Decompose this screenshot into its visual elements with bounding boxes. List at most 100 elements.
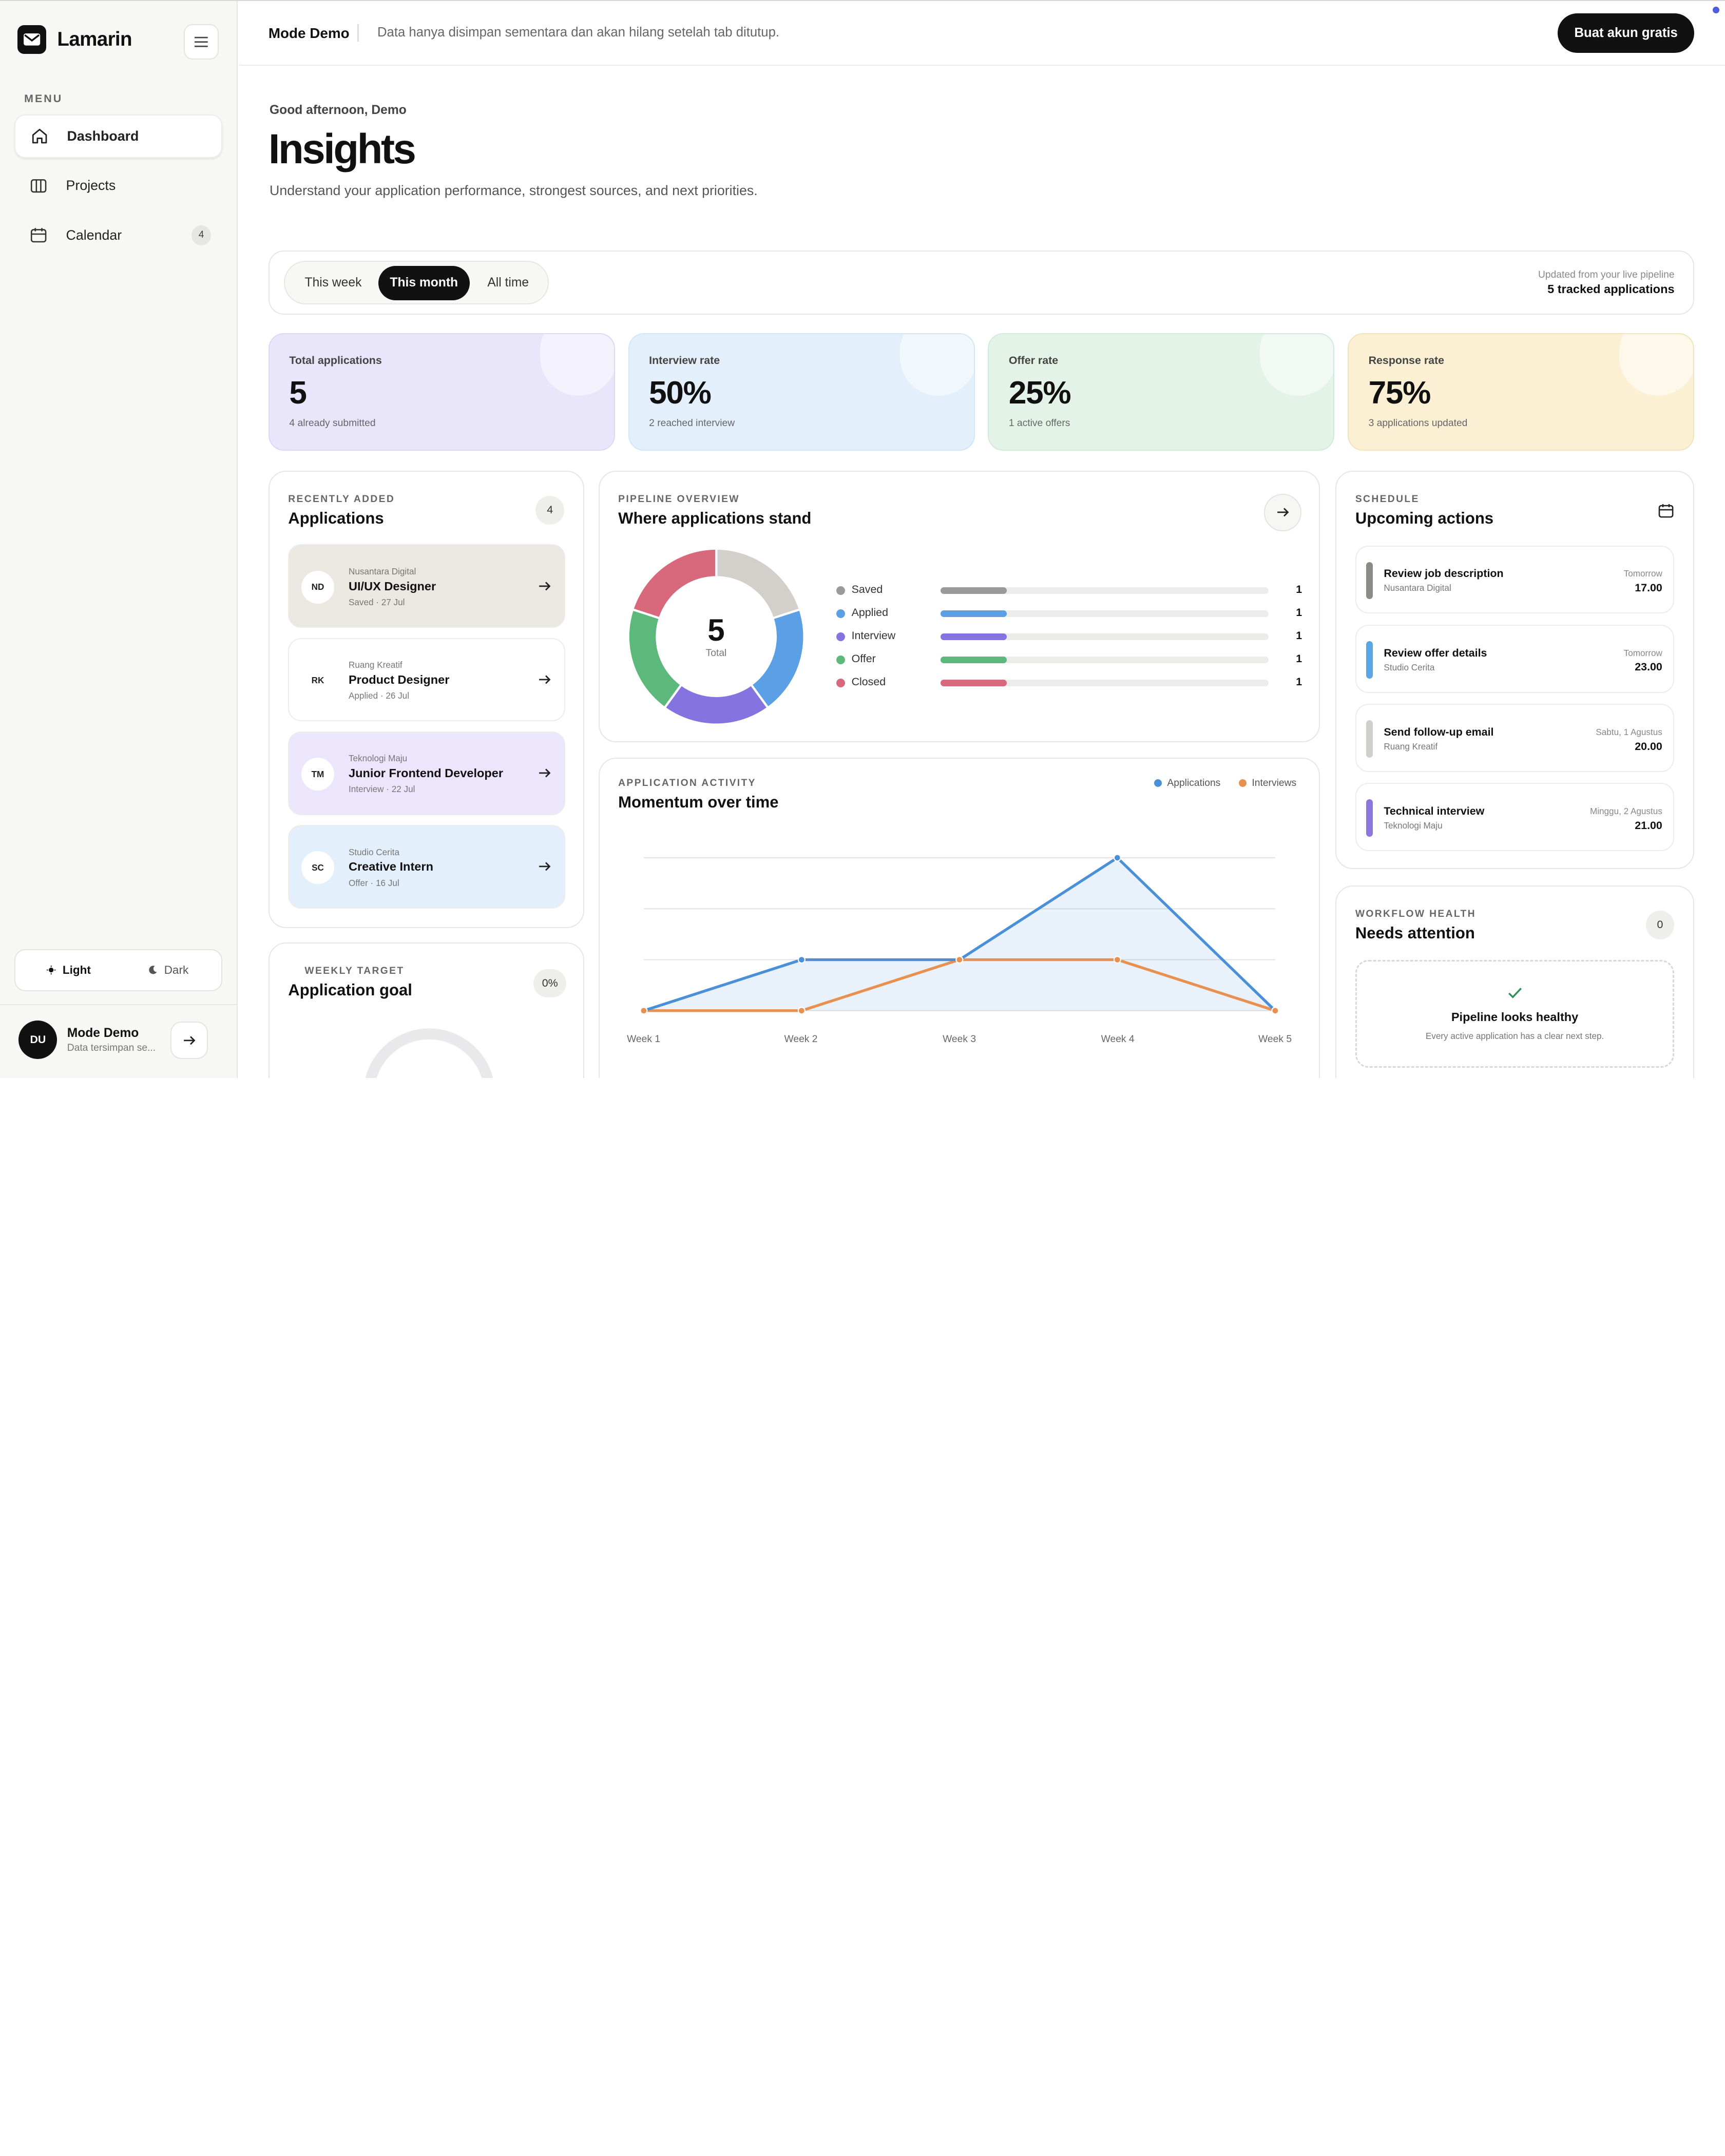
stat-sub: 3 applications updated — [1368, 417, 1468, 429]
application-card[interactable]: SC Studio Cerita Creative Intern Offer ·… — [288, 824, 566, 909]
legend-label: Applications — [1167, 777, 1221, 788]
data-point-applications[interactable] — [1113, 854, 1121, 862]
stage-name: Saved — [851, 583, 883, 595]
brand[interactable]: Lamarin — [17, 25, 132, 54]
action-company: Studio Cerita — [1384, 662, 1435, 672]
legend-dot — [836, 655, 845, 665]
legend-applications: Applications — [1154, 777, 1221, 789]
stat-sub: 2 reached interview — [649, 417, 735, 429]
action-title: Technical interview — [1384, 805, 1485, 818]
data-point-interviews[interactable] — [640, 1007, 648, 1015]
stage-count: 1 — [1296, 606, 1302, 619]
user-action-button[interactable] — [170, 1022, 208, 1060]
filter-all-time[interactable]: All time — [487, 276, 529, 290]
application-goal-panel: WEEKLY TARGET Application goal 0% — [268, 942, 584, 1078]
legend-dot — [836, 632, 845, 642]
action-item[interactable]: Review job description Nusantara Digital… — [1355, 545, 1675, 614]
stage-count: 1 — [1296, 583, 1302, 595]
healthy-status-box: Pipeline looks healthy Every active appl… — [1355, 960, 1675, 1068]
stage-bar-fill — [941, 587, 1007, 594]
application-card[interactable]: TM Teknologi Maju Junior Frontend Develo… — [288, 731, 566, 815]
action-item[interactable]: Send follow-up email Ruang Kreatif Sabtu… — [1355, 704, 1675, 772]
company-name: Studio Cerita — [348, 846, 399, 857]
avatar[interactable]: DU — [18, 1021, 57, 1060]
action-time: 23.00 — [1635, 661, 1662, 673]
stat-card-offer-rate: Offer rate 25% 1 active offers — [988, 333, 1335, 451]
data-point-interviews[interactable] — [1113, 956, 1121, 964]
decorative-circle — [899, 334, 974, 396]
action-time: 20.00 — [1635, 740, 1662, 753]
create-account-button[interactable]: Buat akun gratis — [1558, 13, 1694, 53]
arrow-right-icon — [1277, 508, 1289, 517]
greeting: Good afternoon, Demo — [270, 103, 407, 118]
time-filter-bar: This week This month All time Updated fr… — [268, 251, 1694, 315]
panel-title: Momentum over time — [618, 793, 779, 811]
status-title: Pipeline looks healthy — [1451, 1010, 1579, 1024]
theme-dark-button[interactable]: Dark — [118, 954, 218, 987]
action-color-bar — [1366, 641, 1373, 679]
pipeline-legend-row: Closed 1 — [836, 676, 1309, 691]
menu-toggle-button[interactable] — [183, 24, 219, 60]
company-avatar: SC — [301, 851, 335, 884]
company-avatar: ND — [301, 570, 335, 604]
panel-eyebrow: APPLICATION ACTIVITY — [618, 777, 756, 788]
x-tick-label: Week 3 — [943, 1034, 976, 1045]
data-point-interviews[interactable] — [1271, 1007, 1279, 1015]
stat-label: Offer rate — [1008, 354, 1059, 367]
theme-dark-label: Dark — [164, 963, 189, 976]
legend-dot — [836, 609, 845, 619]
x-tick-label: Week 5 — [1258, 1034, 1292, 1045]
panel-title: Needs attention — [1355, 923, 1475, 942]
check-icon — [1508, 987, 1522, 998]
sidebar-item-projects[interactable]: Projects — [14, 164, 222, 208]
action-date: Minggu, 2 Agustus — [1589, 806, 1662, 817]
user-name: Mode Demo — [67, 1026, 139, 1040]
action-title: Review offer details — [1384, 646, 1487, 659]
role-title: Product Designer — [348, 672, 450, 686]
calendar-icon[interactable] — [1658, 503, 1674, 519]
sidebar-item-label: Projects — [66, 178, 116, 194]
panel-eyebrow: SCHEDULE — [1355, 493, 1420, 505]
legend-dot — [1154, 779, 1162, 787]
application-card[interactable]: ND Nusantara Digital UI/UX Designer Save… — [288, 544, 566, 628]
arrow-right-icon — [539, 862, 551, 871]
donut-segment-closed[interactable] — [631, 547, 718, 620]
updated-note: Updated from your live pipeline — [1538, 269, 1675, 280]
x-tick-label: Week 2 — [784, 1034, 818, 1045]
action-company: Ruang Kreatif — [1384, 741, 1438, 752]
theme-light-button[interactable]: Light — [18, 954, 118, 987]
calendar-icon — [30, 228, 47, 243]
stage-bar-track — [941, 587, 1269, 594]
mode-title: Mode Demo — [268, 25, 350, 42]
count-badge: 0 — [1645, 910, 1675, 939]
application-meta: Saved · 27 Jul — [348, 597, 405, 608]
action-item[interactable]: Technical interview Teknologi Maju Mingg… — [1355, 783, 1675, 852]
theme-toggle: Light Dark — [14, 949, 222, 991]
stat-label: Response rate — [1368, 354, 1445, 367]
action-item[interactable]: Review offer details Studio Cerita Tomor… — [1355, 624, 1675, 693]
stage-bar-fill — [941, 657, 1007, 663]
decorative-circle — [1619, 334, 1694, 396]
stage-bar-track — [941, 633, 1269, 640]
action-date: Tomorrow — [1623, 647, 1662, 658]
sidebar-item-calendar[interactable]: Calendar 4 — [14, 214, 222, 258]
stage-count: 1 — [1296, 629, 1302, 642]
user-subtitle: Data tersimpan se... — [67, 1043, 156, 1054]
data-point-applications[interactable] — [797, 956, 806, 964]
data-point-interviews[interactable] — [797, 1007, 806, 1015]
open-pipeline-button[interactable] — [1263, 493, 1301, 531]
donut-total-value: 5 — [707, 613, 725, 648]
sidebar-item-dashboard[interactable]: Dashboard — [14, 114, 222, 159]
legend-dot — [836, 678, 845, 688]
x-tick-label: Week 4 — [1101, 1034, 1135, 1045]
filter-this-week[interactable]: This week — [304, 276, 362, 290]
pipeline-legend-row: Applied 1 — [836, 606, 1309, 622]
action-time: 21.00 — [1635, 819, 1662, 832]
arrow-right-icon — [539, 768, 551, 778]
data-point-interviews[interactable] — [955, 956, 964, 964]
filter-this-month[interactable]: This month — [378, 266, 470, 300]
arrow-right-icon — [539, 582, 551, 591]
application-activity-panel: APPLICATION ACTIVITY Momentum over time … — [598, 758, 1320, 1078]
application-card[interactable]: RK Ruang Kreatif Product Designer Applie… — [288, 638, 566, 722]
legend-dot — [1238, 779, 1247, 787]
